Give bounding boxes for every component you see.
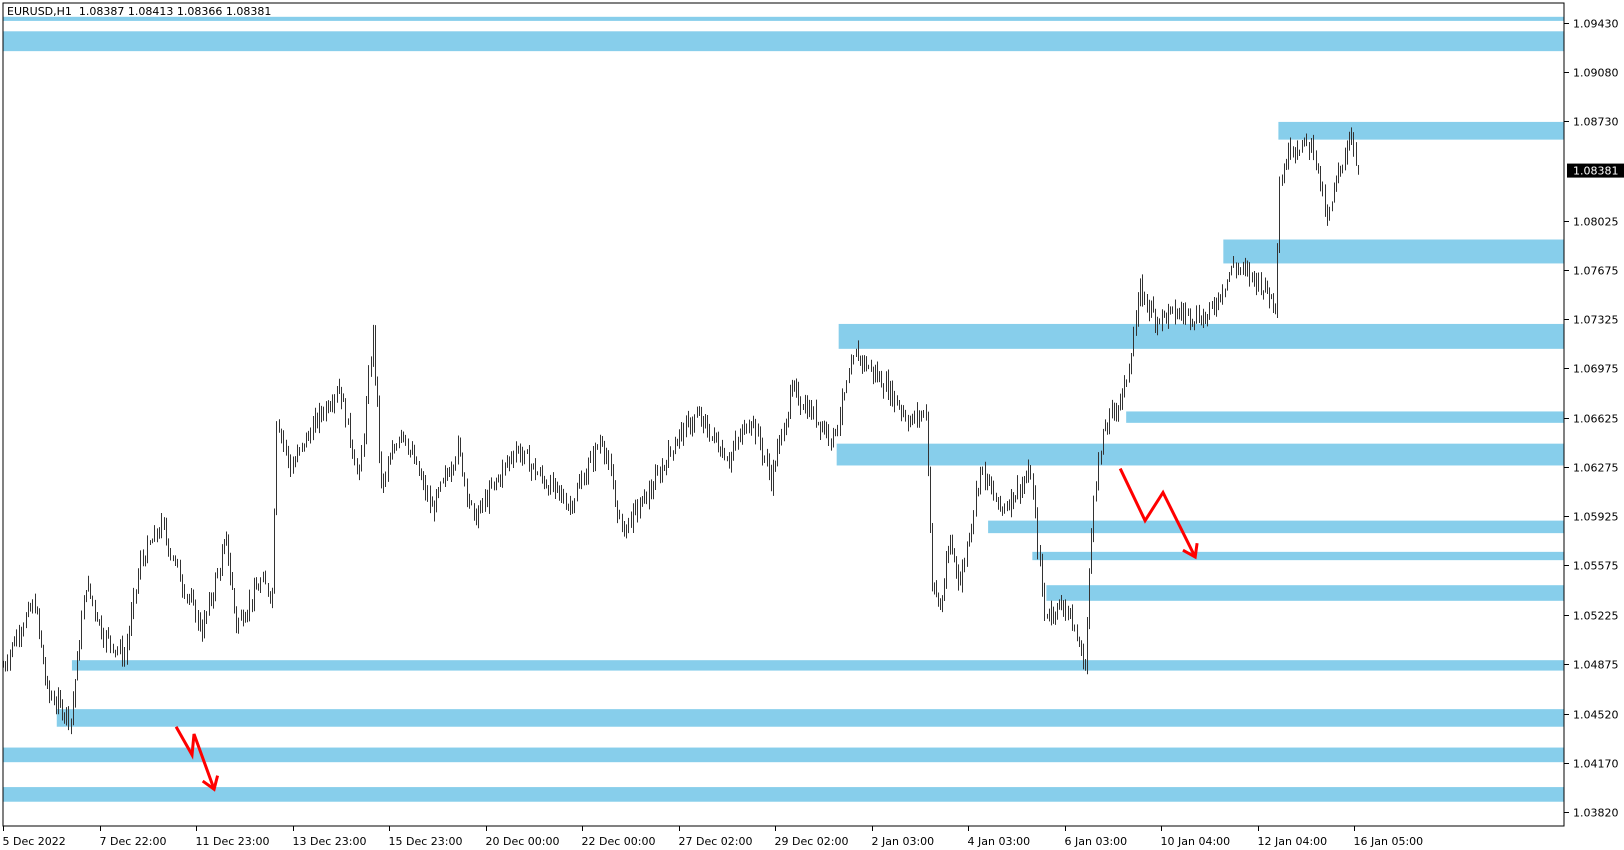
arrowhead — [1182, 542, 1199, 560]
time-tick-label: 27 Dec 02:00 — [679, 835, 753, 848]
symbol-label: EURUSD,H1 — [7, 5, 72, 18]
time-tick-label: 7 Dec 22:00 — [100, 835, 167, 848]
time-tick-label: 2 Jan 03:00 — [872, 835, 935, 848]
zone-rectangle — [3, 31, 1564, 52]
price-tick-label: 1.07325 — [1573, 314, 1619, 327]
price-tick-label: 1.05225 — [1573, 610, 1619, 623]
zone-rectangle — [1223, 239, 1564, 264]
arrows-layer — [174, 467, 1199, 792]
zones-layer — [3, 16, 1565, 802]
zone-rectangle — [1032, 551, 1564, 561]
arrowhead — [201, 775, 220, 792]
time-tick-label: 20 Dec 00:00 — [486, 835, 560, 848]
plot-frame — [2, 2, 1565, 827]
red-arrow — [1118, 467, 1197, 558]
time-tick-label: 6 Jan 03:00 — [1065, 835, 1128, 848]
zone-rectangle — [988, 520, 1564, 534]
time-tick-label: 4 Jan 03:00 — [968, 835, 1031, 848]
current-price-label: 1.08381 — [1573, 165, 1619, 178]
price-tick-label: 1.05575 — [1573, 560, 1619, 573]
price-tick-label: 1.07675 — [1573, 265, 1619, 278]
zone-rectangle — [838, 323, 1564, 349]
price-tick-label: 1.08025 — [1573, 216, 1619, 229]
price-tick-label: 1.08730 — [1573, 116, 1619, 129]
price-tick-label: 1.06275 — [1573, 462, 1619, 475]
time-tick-label: 11 Dec 23:00 — [196, 835, 270, 848]
time-tick-label: 13 Dec 23:00 — [293, 835, 367, 848]
price-tick-label: 1.04170 — [1573, 758, 1619, 771]
time-tick-label: 12 Jan 04:00 — [1258, 835, 1328, 848]
price-tick-label: 1.04520 — [1573, 709, 1619, 722]
zone-rectangle — [56, 709, 1565, 727]
time-tick-label: 10 Jan 04:00 — [1161, 835, 1231, 848]
zone-rectangle — [1046, 585, 1564, 601]
time-tick-label: 15 Dec 23:00 — [389, 835, 463, 848]
price-tick-label: 1.09430 — [1573, 18, 1619, 31]
price-tick-label: 1.06625 — [1573, 413, 1619, 426]
price-axis[interactable]: 1.09430 1.09080 1.08730 1.08025 1.07675 1.073… — [1564, 18, 1624, 820]
zone-rectangle — [71, 660, 1564, 671]
zone-rectangle — [3, 16, 1564, 21]
time-axis[interactable]: 5 Dec 2022 7 Dec 22:00 11 Dec 23:00 13 Dec … — [3, 826, 1424, 848]
zone-rectangle — [836, 443, 1564, 466]
price-tick-label: 1.09080 — [1573, 67, 1619, 80]
price-tick-label: 1.06975 — [1573, 363, 1619, 376]
current-price-box — [1567, 163, 1624, 178]
time-tick-label: 16 Jan 05:00 — [1354, 835, 1424, 848]
zone-rectangle — [1278, 121, 1564, 140]
bars-layer — [3, 127, 1359, 735]
ohlc-readout: 1.08387 1.08413 1.08366 1.08381 — [78, 5, 272, 18]
zone-rectangle — [1126, 411, 1564, 423]
time-tick-label: 22 Dec 00:00 — [582, 835, 656, 848]
chart-header: EURUSD,H1 1.08387 1.08413 1.08366 1.0838… — [7, 5, 271, 18]
red-arrow — [174, 725, 216, 790]
zone-rectangle — [3, 787, 1564, 802]
time-tick-label: 29 Dec 02:00 — [775, 835, 849, 848]
time-tick-label: 5 Dec 2022 — [3, 835, 66, 848]
price-tick-label: 1.04875 — [1573, 659, 1619, 672]
price-tick-label: 1.05925 — [1573, 511, 1619, 524]
zone-rectangle — [3, 747, 1564, 763]
price-tick-label: 1.03820 — [1573, 807, 1619, 820]
